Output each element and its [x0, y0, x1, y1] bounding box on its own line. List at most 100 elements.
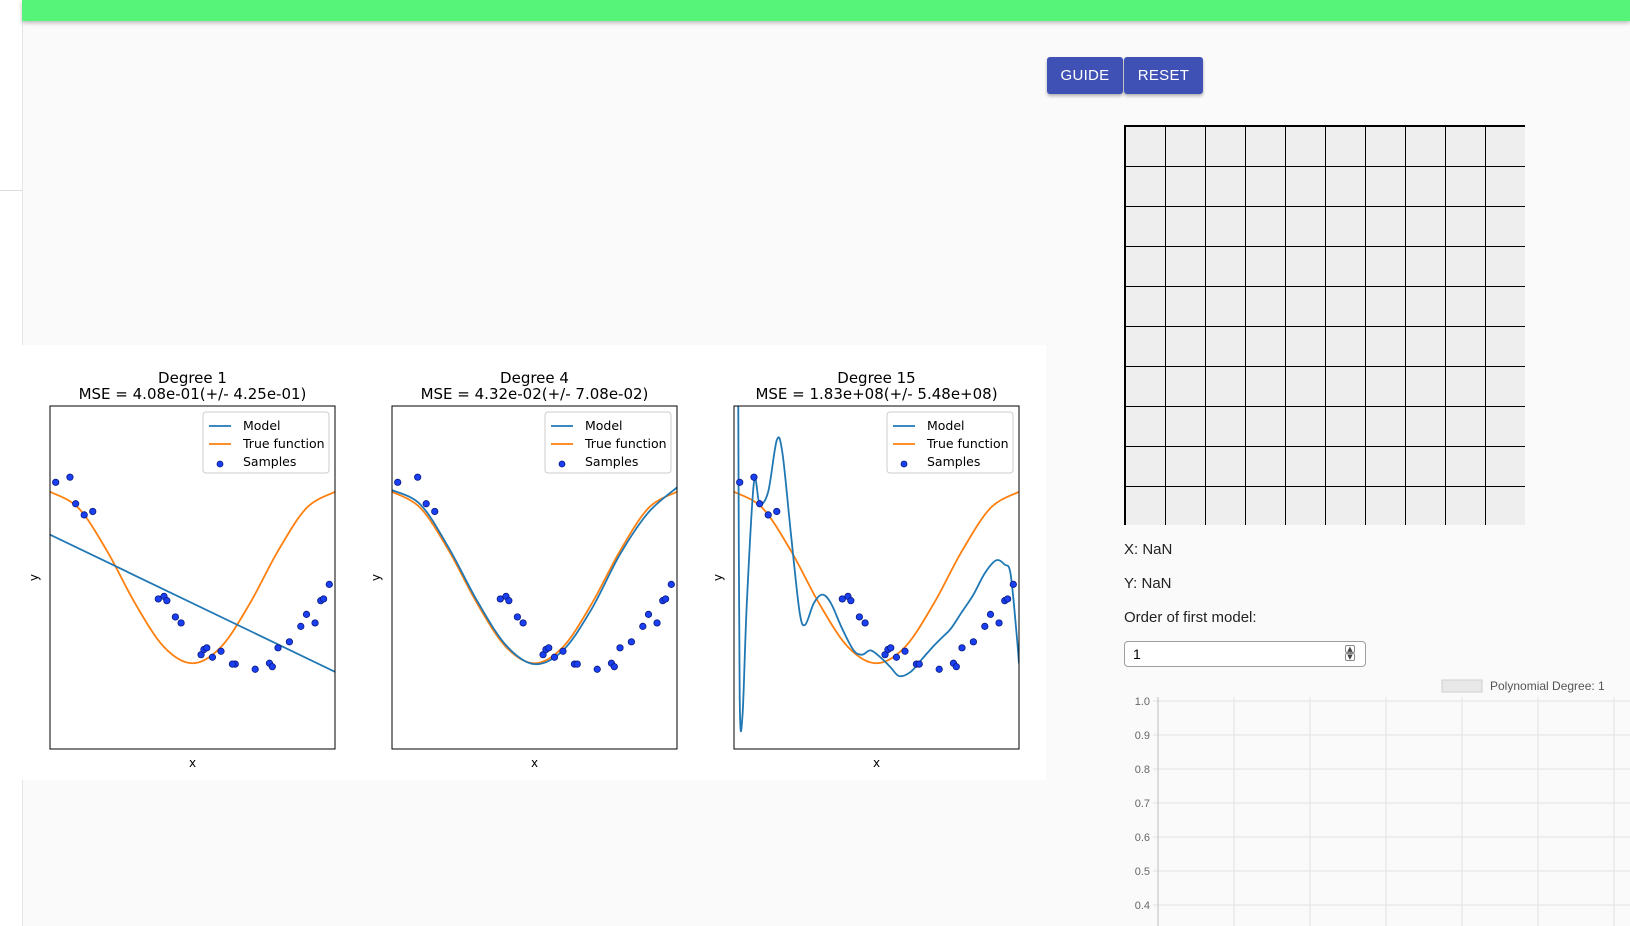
sample-point [171, 613, 179, 621]
x-coordinate-readout: X: NaN [1124, 541, 1173, 558]
legend-swatch [1441, 679, 1483, 693]
sample-point [217, 647, 225, 655]
sample-point [892, 653, 901, 661]
legend-swatch [216, 460, 224, 468]
plot-legend: Model True function Samples [202, 411, 330, 474]
y-tick-label: 0.7 [1135, 798, 1150, 810]
sample-point [513, 613, 521, 621]
side-drawer-edge [0, 0, 23, 926]
sample-point [505, 597, 513, 605]
sample-point [627, 638, 636, 646]
subplot-title: Degree 1 [158, 369, 227, 387]
sample-point [302, 610, 311, 618]
app-bar [22, 0, 1630, 21]
regression-plots-panel: Degree 1 MSE = 4.08e-01(+/- 4.25e-01) x y Mo… [22, 345, 1046, 780]
sample-point [593, 665, 601, 673]
sample-point [915, 660, 923, 668]
y-tick-label: 0.4 [1135, 900, 1150, 912]
sample-point [208, 653, 217, 661]
sample-point [163, 597, 171, 605]
legend-label: Samples [243, 454, 296, 469]
x-axis-label: x [531, 756, 538, 770]
sample-point [319, 595, 328, 603]
model-line [50, 533, 335, 673]
sample-point [639, 622, 647, 630]
stepper-buttons[interactable]: ▲ ▼ [1345, 645, 1357, 663]
sample-point [981, 622, 989, 630]
sample-point [297, 622, 305, 630]
drawing-grid-canvas[interactable] [1124, 125, 1525, 525]
order-stepper[interactable]: ▲ ▼ [1124, 641, 1366, 667]
y-tick-label: 0.8 [1135, 764, 1150, 776]
sample-point [325, 580, 333, 588]
sample-point [52, 478, 60, 486]
guide-button[interactable]: GUIDE [1047, 57, 1123, 94]
sample-point [901, 647, 909, 655]
increment-icon[interactable]: ▲ [1345, 645, 1355, 653]
sample-point [80, 511, 88, 519]
sample-point [661, 595, 670, 603]
y-tick-label: 0.5 [1135, 866, 1150, 878]
legend-label: Model [585, 418, 623, 433]
legend-label: Samples [927, 454, 980, 469]
sample-point [311, 619, 319, 627]
decrement-icon[interactable]: ▼ [1345, 653, 1355, 661]
chart-legend-label: Polynomial Degree: 1 [1490, 679, 1605, 693]
true-function-line [50, 490, 335, 665]
legend-label: Model [243, 418, 281, 433]
subplot-mse: MSE = 4.32e-02(+/- 7.08e-02) [421, 385, 649, 403]
subplot-title: Degree 15 [837, 369, 915, 387]
sample-point [969, 638, 978, 646]
sample-point [573, 660, 581, 668]
sample-point [736, 478, 744, 486]
legend-label: Samples [585, 454, 638, 469]
legend-swatch [558, 460, 566, 468]
legend-label: Model [927, 418, 965, 433]
sample-point [653, 619, 661, 627]
sample-point [1003, 595, 1012, 603]
sample-point [177, 619, 185, 627]
sample-point [750, 473, 758, 481]
sample-point [887, 644, 895, 652]
legend-label: True function [584, 436, 667, 451]
sample-point [616, 644, 624, 652]
legend-label: True function [242, 436, 325, 451]
sample-point [610, 663, 618, 671]
sample-point [644, 610, 653, 618]
sample-point [203, 644, 211, 652]
sample-point [414, 473, 422, 481]
sample-point [519, 619, 527, 627]
true-function-line [734, 490, 1019, 665]
sample-point [667, 580, 675, 588]
y-tick-label: 0.6 [1135, 832, 1150, 844]
sample-point [952, 663, 960, 671]
y-tick-label: 1.0 [1135, 696, 1150, 708]
sample-point [935, 665, 943, 673]
plot-legend: Model True function Samples [886, 411, 1014, 474]
sample-point [431, 507, 439, 516]
y-tick-label: 0.9 [1135, 730, 1150, 742]
sample-point [550, 653, 559, 661]
reset-button[interactable]: RESET [1124, 57, 1203, 94]
y-axis-label: y [711, 574, 725, 581]
subplot-mse: MSE = 1.83e+08(+/- 5.48e+08) [755, 385, 997, 403]
plot-legend: Model True function Samples [544, 411, 672, 474]
x-axis-label: x [189, 756, 196, 770]
sample-point [394, 478, 402, 486]
sample-point [764, 511, 772, 519]
sample-point [847, 597, 855, 605]
mse-line-chart: 1.0 0.9 0.8 0.7 0.6 0.5 0.4 Polynomial Degree: … [1135, 679, 1630, 926]
y-axis-label: y [369, 574, 383, 581]
sample-point [285, 638, 293, 646]
y-coordinate-readout: Y: NaN [1124, 575, 1172, 592]
legend-swatch [900, 460, 908, 468]
order-label: Order of first model: [1124, 609, 1257, 626]
legend-label: True function [926, 436, 1009, 451]
sample-point [274, 644, 282, 652]
subplot-title: Degree 4 [500, 369, 569, 387]
y-axis-label: y [27, 574, 41, 581]
order-input[interactable] [1131, 645, 1335, 663]
